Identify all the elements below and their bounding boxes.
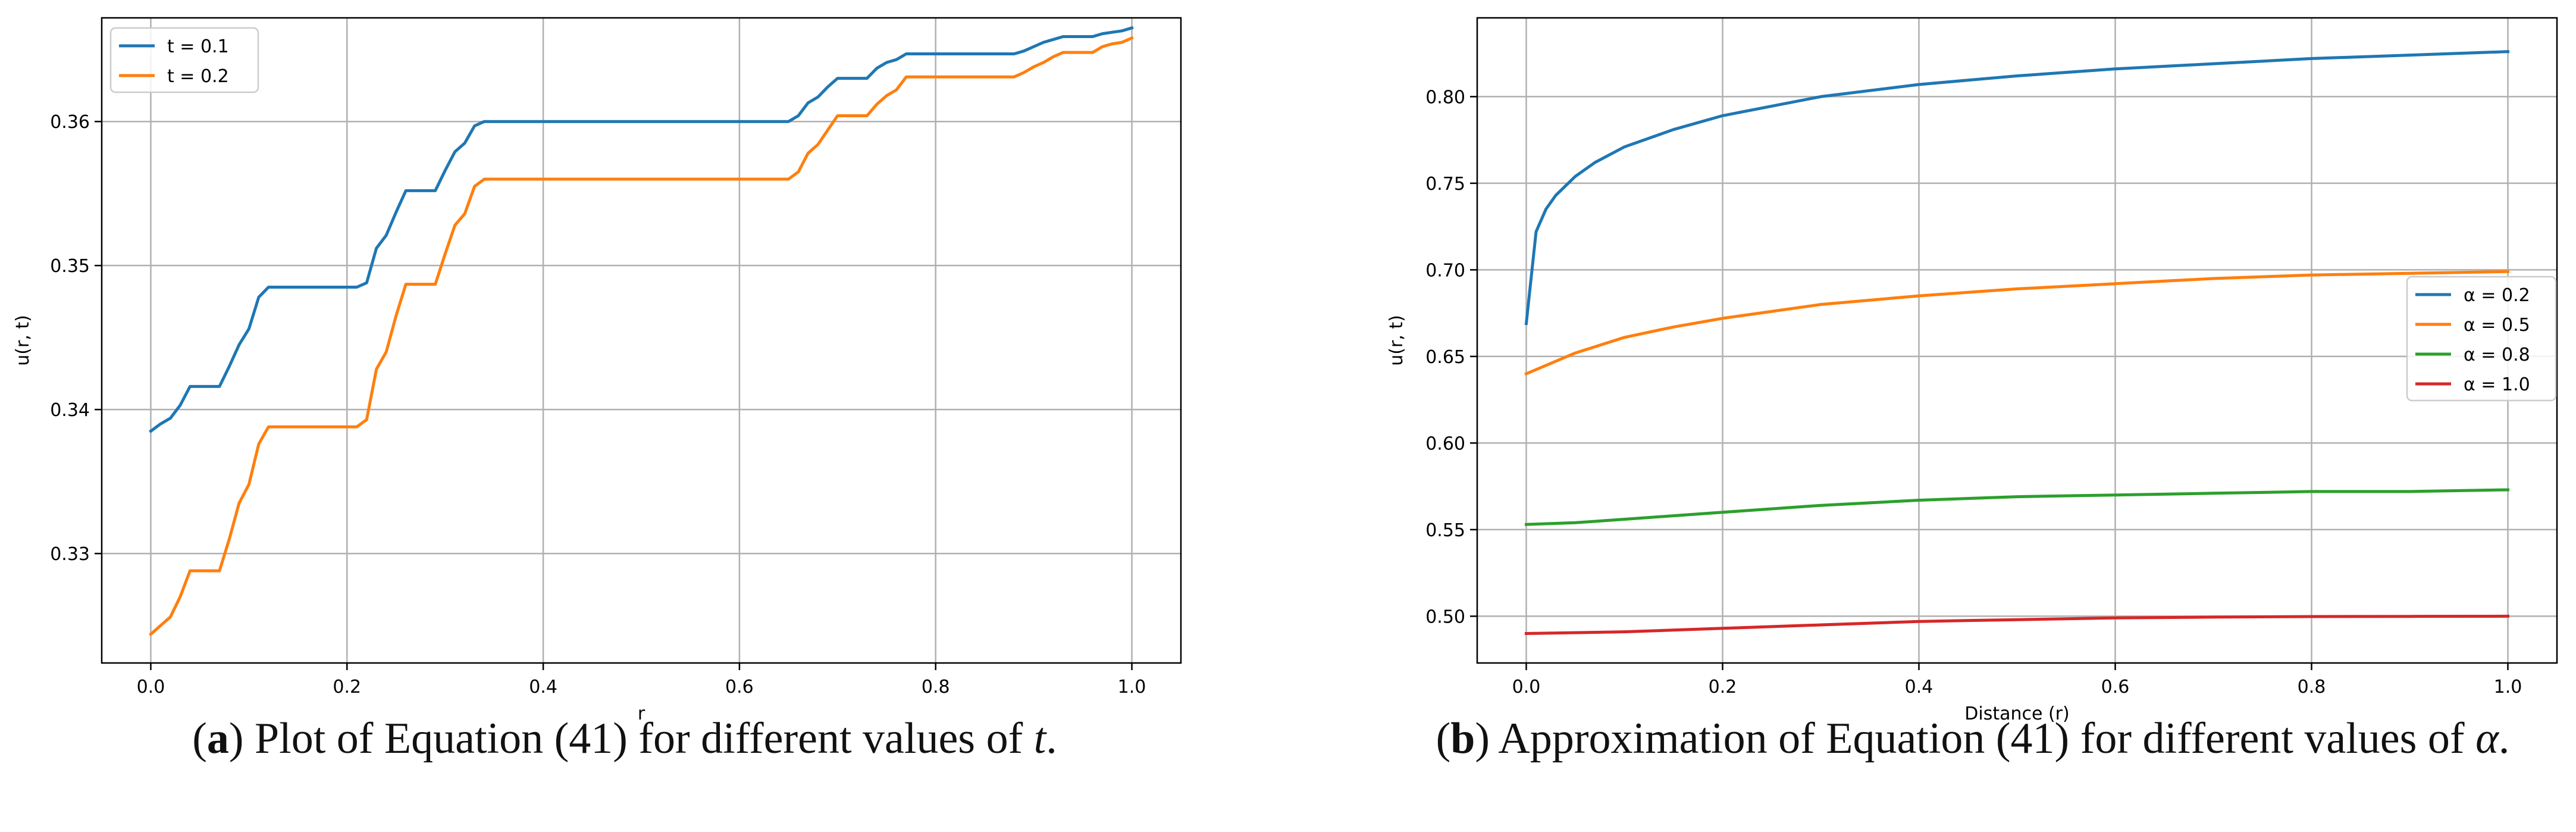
panel-a-caption: (a) Plot of Equation (41) for different … bbox=[192, 714, 1057, 763]
panel-a-y-axis-label: u(r, t) bbox=[12, 315, 33, 366]
panel-b-y-axis-label: u(r, t) bbox=[1386, 315, 1407, 366]
panel-b-caption-text: ) Approximation of Equation (41) for dif… bbox=[1475, 714, 2475, 763]
panel-b-x-tick-label: 0.8 bbox=[2298, 677, 2326, 697]
panel-b-legend-label-3: α = 0.8 bbox=[2464, 345, 2530, 365]
panel-a-legend-label-1: t = 0.1 bbox=[167, 36, 229, 57]
panel-b-series-line-3 bbox=[1524, 488, 2510, 526]
panel-b-x-tick-label: 0.6 bbox=[2101, 677, 2130, 697]
panel-b-legend-label-2: α = 0.5 bbox=[2464, 315, 2530, 336]
panel-a-chart: 0.0 0.2 0.4 0.6 0.8 1.0 0.33 0.34 0.35 0.36 r u(r, … bbox=[12, 17, 1182, 724]
panel-b-caption-end: . bbox=[2499, 714, 2510, 763]
panel-a-x-axis-label: r bbox=[638, 703, 645, 724]
panel-b-series-line-2 bbox=[1524, 270, 2510, 376]
panel-a-caption-end: . bbox=[1046, 714, 1057, 763]
panel-a-series-line-1 bbox=[149, 26, 1134, 433]
panel-a-legend-label-2: t = 0.2 bbox=[167, 66, 229, 87]
panel-a-x-tick-label: 0.6 bbox=[725, 677, 754, 697]
panel-a-x-tick-label: 0.4 bbox=[529, 677, 557, 697]
panel-b-y-tick-label: 0.60 bbox=[1425, 433, 1465, 454]
panel-a-y-tick-label: 0.33 bbox=[50, 544, 90, 565]
panel-a-x-tick-label: 0.0 bbox=[137, 677, 165, 697]
panel-b-y-tick-label: 0.70 bbox=[1425, 260, 1465, 281]
panel-b-x-tick-label: 1.0 bbox=[2494, 677, 2522, 697]
panel-a-y-tick-label: 0.34 bbox=[50, 400, 90, 421]
panel-b-legend-label-4: α = 1.0 bbox=[2464, 374, 2530, 395]
panel-a-y-tick-label: 0.35 bbox=[50, 256, 90, 277]
panel-a-x-tick-label: 1.0 bbox=[1118, 677, 1146, 697]
panel-a-y-tick-label: 0.36 bbox=[50, 112, 90, 133]
panel-b-series-line-1 bbox=[1524, 50, 2510, 326]
panel-a-x-tick-label: 0.2 bbox=[333, 677, 361, 697]
panel-b-legend-label-1: α = 0.2 bbox=[2464, 285, 2530, 306]
panel-b-series-line-4 bbox=[1524, 614, 2510, 636]
panel-b-legend-box bbox=[2406, 276, 2557, 402]
panel-a-caption-text: ) Plot of Equation (41) for different va… bbox=[229, 714, 1034, 763]
panel-b-caption-variable: α bbox=[2475, 714, 2500, 763]
panel-b-y-tick-label: 0.65 bbox=[1425, 347, 1465, 368]
panel-b-x-tick-label: 0.2 bbox=[1709, 677, 1737, 697]
panel-a-x-tick-label: 0.8 bbox=[922, 677, 950, 697]
panel-b-x-tick-label: 0.0 bbox=[1512, 677, 1541, 697]
panel-b-x-axis-label: Distance (r) bbox=[1964, 703, 2069, 724]
panel-a-caption-variable: t bbox=[1034, 714, 1048, 763]
panel-a-series-line-2 bbox=[148, 36, 1134, 637]
panel-b-y-tick-label: 0.80 bbox=[1425, 87, 1465, 108]
panel-b-caption: (b) Approximation of Equation (41) for d… bbox=[1436, 714, 2510, 763]
panel-b-chart: 0.0 0.2 0.4 0.6 0.8 1.0 0.50 0.55 0.60 0.65 0.70 0.… bbox=[1386, 17, 2558, 724]
panel-b-y-tick-label: 0.75 bbox=[1425, 174, 1465, 195]
panel-b-x-tick-label: 0.4 bbox=[1905, 677, 1933, 697]
panel-a-caption-label: a bbox=[207, 714, 229, 763]
panel-b-y-tick-label: 0.50 bbox=[1425, 606, 1465, 627]
panel-b-axes-frame bbox=[1476, 17, 2558, 664]
panel-b-y-tick-label: 0.55 bbox=[1425, 520, 1465, 541]
panel-a-axes-frame bbox=[101, 17, 1182, 664]
panel-b-caption-label: b bbox=[1450, 714, 1475, 763]
